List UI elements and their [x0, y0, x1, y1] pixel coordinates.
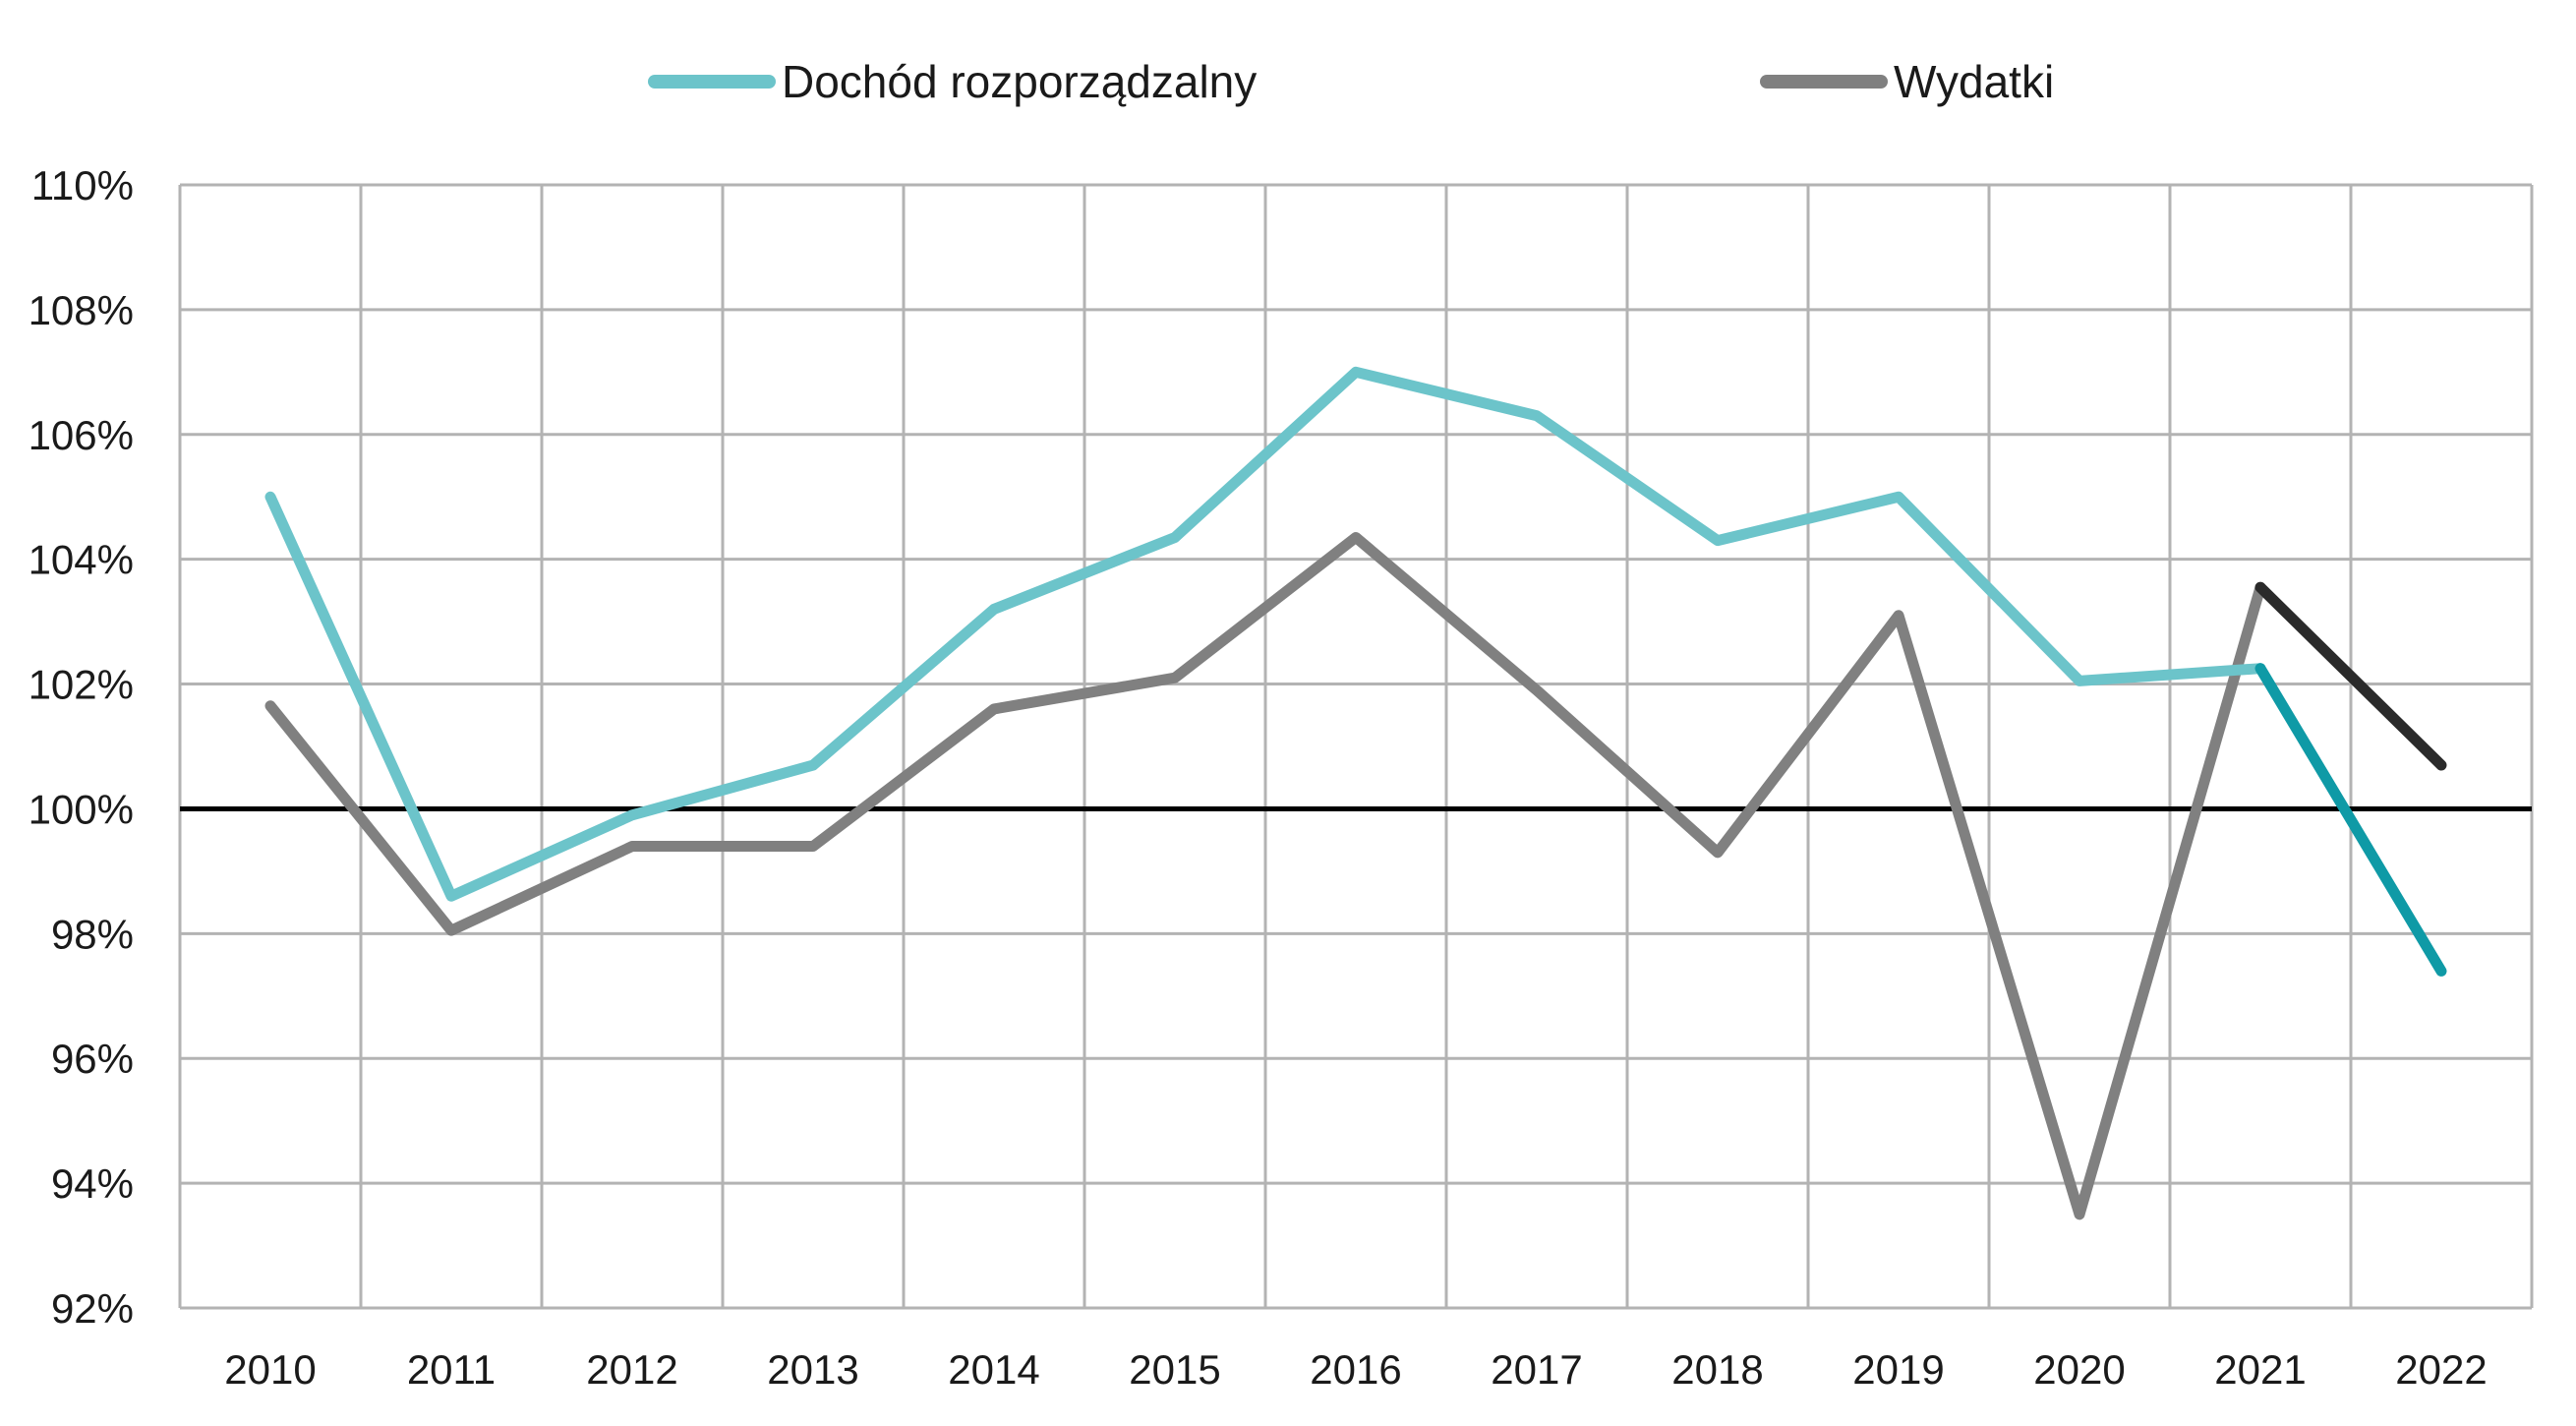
x-tick-label: 2010: [224, 1346, 316, 1393]
x-tick-label: 2013: [767, 1346, 858, 1393]
x-tick-label: 2020: [2033, 1346, 2125, 1393]
series-line-wydatki: [264, 531, 2266, 1220]
y-tick-label: 94%: [51, 1160, 134, 1207]
x-tick-label: 2019: [1852, 1346, 1944, 1393]
x-tick-label: 2022: [2395, 1346, 2487, 1393]
x-tick-label: 2015: [1129, 1346, 1220, 1393]
grid: [178, 183, 2534, 1310]
series-group: [264, 366, 2447, 1220]
x-tick-label: 2012: [586, 1346, 677, 1393]
y-axis-ticks: 92% 94% 96% 98% 100% 102% 104% 106% 108% 110%: [29, 162, 134, 1332]
legend-label: Wydatki: [1894, 56, 2054, 107]
x-axis-ticks: 2010 2011 2012 2013 2014 2015 2016 2017 2018 2019…: [224, 1346, 2487, 1393]
y-tick-label: 108%: [29, 287, 134, 333]
x-tick-label: 2011: [407, 1346, 496, 1393]
y-tick-label: 96%: [51, 1036, 134, 1082]
y-tick-label: 106%: [29, 412, 134, 458]
y-tick-label: 92%: [51, 1285, 134, 1332]
x-tick-label: 2016: [1310, 1346, 1401, 1393]
x-tick-label: 2014: [948, 1346, 1039, 1393]
series-forecast-segment-wydatki: [2254, 581, 2447, 771]
legend-label: Dochód rozporządzalny: [782, 56, 1257, 107]
legend: Dochód rozporządzalny Wydatki: [648, 56, 2054, 107]
y-tick-label: 102%: [29, 662, 134, 708]
y-tick-label: 104%: [29, 537, 134, 583]
x-tick-label: 2017: [1491, 1346, 1582, 1393]
y-tick-label: 98%: [51, 911, 134, 957]
y-tick-label: 110%: [31, 162, 134, 208]
series-forecast-segment-dochod: [2254, 663, 2447, 977]
x-tick-label: 2018: [1671, 1346, 1763, 1393]
x-tick-label: 2021: [2214, 1346, 2306, 1393]
series-line-dochod: [264, 366, 2266, 902]
y-tick-label: 100%: [29, 786, 134, 832]
